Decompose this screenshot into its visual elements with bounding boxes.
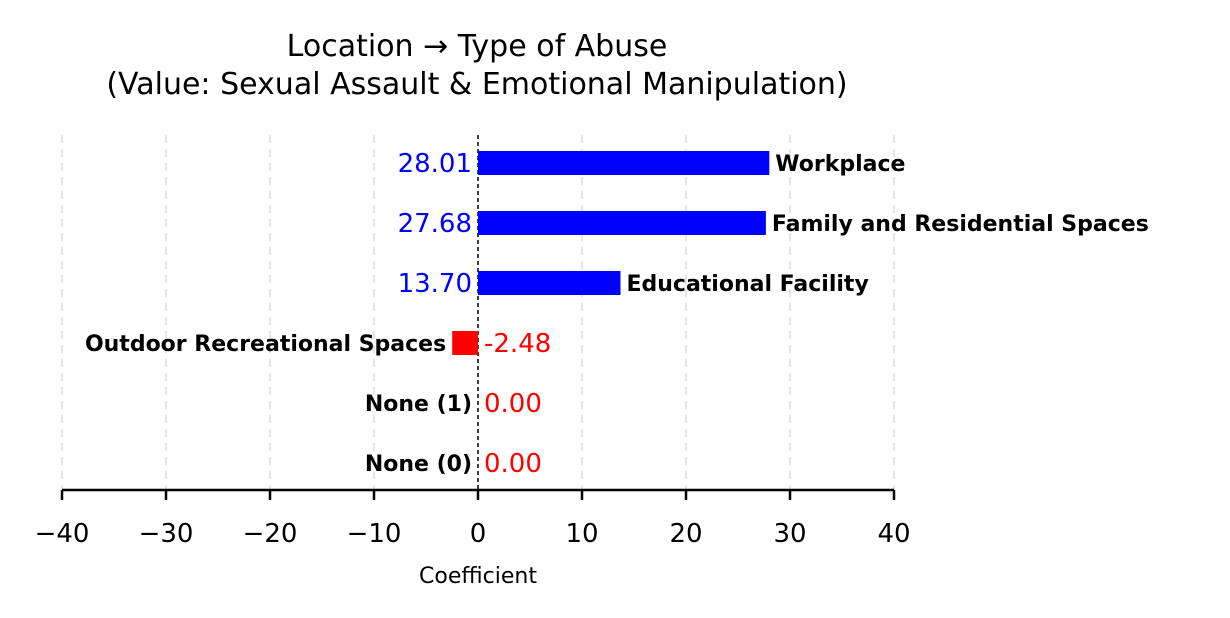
chart-title: Location → Type of Abuse (Value: Sexual A… bbox=[106, 29, 847, 102]
category-label: None (1) bbox=[365, 392, 472, 417]
x-tick-label: 0 bbox=[470, 519, 487, 549]
value-label: 27.68 bbox=[398, 209, 472, 239]
bar bbox=[478, 271, 621, 295]
bar bbox=[452, 331, 478, 355]
category-label: Family and Residential Spaces bbox=[772, 212, 1149, 237]
x-tick-label: −20 bbox=[243, 519, 298, 549]
x-axis: −40 −30 −20 −10 0 10 20 30 40 bbox=[35, 488, 911, 549]
bars bbox=[452, 151, 770, 355]
chart-title-line: Location → Type of Abuse bbox=[287, 29, 668, 64]
x-tick-label: 10 bbox=[565, 519, 598, 549]
bar bbox=[478, 151, 770, 175]
grid-lines bbox=[61, 135, 895, 490]
x-axis-label: Coefficient bbox=[419, 564, 537, 589]
value-label: 0.00 bbox=[484, 389, 542, 419]
x-tick-label: −30 bbox=[139, 519, 194, 549]
value-label: -2.48 bbox=[484, 329, 551, 359]
chart-title-line: (Value: Sexual Assault & Emotional Manip… bbox=[106, 67, 847, 102]
x-tick-label: 30 bbox=[773, 519, 806, 549]
bar bbox=[478, 211, 766, 235]
category-label: Outdoor Recreational Spaces bbox=[85, 332, 446, 357]
x-tick-label: −10 bbox=[347, 519, 402, 549]
labels: Workplace 28.01 Family and Residential Spa… bbox=[85, 149, 1149, 479]
x-tick-label: 20 bbox=[669, 519, 702, 549]
value-label: 0.00 bbox=[484, 449, 542, 479]
category-label: None (0) bbox=[365, 452, 472, 477]
x-tick-label: −40 bbox=[35, 519, 90, 549]
value-label: 13.70 bbox=[398, 269, 472, 299]
value-label: 28.01 bbox=[398, 149, 472, 179]
x-tick-label: 40 bbox=[877, 519, 910, 549]
category-label: Educational Facility bbox=[626, 272, 868, 297]
category-label: Workplace bbox=[775, 152, 905, 177]
